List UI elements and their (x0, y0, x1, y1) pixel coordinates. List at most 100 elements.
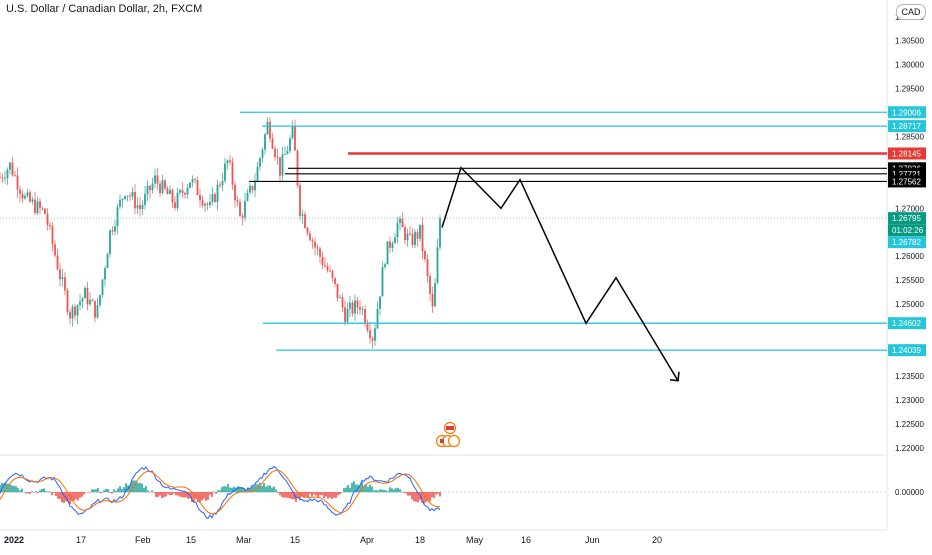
oscillator-histogram-bar (103, 490, 105, 492)
candle-body (289, 138, 291, 151)
oscillator-histogram-bar (169, 492, 171, 495)
oscillator-histogram-bar (183, 492, 185, 498)
oscillator-histogram-bar (123, 487, 125, 492)
oscillator-histogram-bar (181, 492, 183, 497)
candle-body (82, 298, 84, 301)
candle-body (24, 196, 26, 199)
oscillator-histogram-bar (31, 491, 33, 492)
oscillator-histogram-bar (299, 492, 301, 499)
candle-body (234, 185, 236, 201)
candle-body (427, 259, 429, 276)
candle-body (302, 214, 304, 216)
x-tick-label: Feb (135, 535, 151, 545)
x-tick-label: Apr (360, 535, 374, 545)
candle-body (164, 180, 166, 188)
candle-body (27, 192, 29, 195)
oscillator-histogram-bar (393, 490, 395, 493)
oscillator-histogram-bar (177, 492, 179, 496)
oscillator-histogram-bar (37, 492, 39, 493)
candle-body (102, 279, 104, 295)
oscillator-histogram-bar (395, 488, 397, 492)
chart-title: U.S. Dollar / Canadian Dollar, 2h, FXCM (6, 3, 202, 15)
candle-body (267, 122, 269, 135)
x-tick-label: Jun (585, 535, 600, 545)
oscillator-histogram-bar (335, 492, 337, 498)
oscillator-histogram-bar (165, 492, 167, 496)
oscillator-histogram-bar (429, 492, 431, 501)
oscillator-histogram-bar (15, 486, 17, 492)
candle-body (74, 307, 76, 316)
y-tick-label: 1.25000 (895, 300, 924, 309)
oscillator-histogram-bar (59, 492, 61, 499)
candle-body (399, 218, 401, 223)
candle-body (109, 230, 111, 254)
oscillator-histogram-bar (277, 492, 279, 493)
oscillator-histogram-bar (337, 492, 339, 495)
oscillator-histogram-bar (53, 492, 55, 493)
candle-body (412, 234, 414, 245)
event-coin-icon[interactable] (449, 436, 460, 447)
oscillator-histogram-bar (389, 487, 391, 492)
candle-body (229, 160, 231, 162)
candle-body (369, 330, 371, 338)
oscillator-histogram-bar (375, 490, 377, 492)
candle-body (0, 177, 1, 178)
oscillator-histogram-bar (79, 492, 81, 498)
candle-body (367, 324, 369, 330)
oscillator-histogram-bar (45, 491, 47, 492)
oscillator-histogram-bar (307, 492, 309, 498)
currency-button[interactable]: CAD (896, 4, 926, 20)
oscillator-histogram-bar (43, 488, 45, 492)
price-label: 1.28145 (892, 150, 921, 159)
candle-body (374, 328, 376, 340)
candle-body (247, 193, 249, 201)
oscillator-histogram-bar (439, 492, 441, 497)
candle-body (379, 296, 381, 309)
oscillator-histogram-bar (27, 492, 29, 493)
candle-body (162, 180, 164, 193)
oscillator-histogram-bar (261, 486, 263, 492)
candle-body (274, 148, 276, 157)
candle-body (439, 218, 441, 247)
oscillator-histogram-bar (283, 492, 285, 498)
oscillator-histogram-bar (211, 492, 213, 497)
candle-body (317, 247, 319, 248)
oscillator-histogram-bar (237, 486, 239, 492)
y-tick-label: 1.25500 (895, 276, 924, 285)
oscillator-histogram-bar (207, 492, 209, 500)
oscillator-histogram-bar (383, 490, 385, 493)
candle-body (314, 242, 316, 248)
candle-body (424, 251, 426, 259)
oscillator-histogram-bar (361, 482, 363, 492)
oscillator-histogram-bar (213, 491, 215, 492)
oscillator-histogram-bar (273, 487, 275, 493)
candle-body (372, 338, 374, 340)
candle-body (282, 154, 284, 175)
oscillator-histogram-bar (351, 483, 353, 493)
oscillator-histogram-bar (19, 490, 21, 492)
candle-body (429, 276, 431, 294)
oscillator-histogram-bar (227, 484, 229, 492)
candle-body (84, 288, 86, 298)
candle-body (214, 194, 216, 202)
candle-body (307, 228, 309, 233)
oscillator-histogram-bar (345, 487, 347, 492)
candle-body (257, 167, 259, 183)
x-tick-label: May (466, 535, 484, 545)
oscillator-histogram-bar (147, 490, 149, 492)
candle-body (144, 194, 146, 205)
oscillator-histogram-bar (387, 491, 389, 492)
candle-body (17, 175, 19, 189)
candle-body (224, 164, 226, 181)
y-tick-label: 1.22000 (895, 444, 924, 453)
candle-body (177, 193, 179, 208)
oscillator-histogram-bar (405, 492, 407, 494)
candle-body (152, 183, 154, 190)
candle-body (212, 194, 214, 202)
price-label: 1.27562 (892, 177, 921, 186)
oscillator-histogram-bar (21, 489, 23, 493)
candle-body (87, 288, 89, 304)
candle-body (67, 290, 69, 312)
